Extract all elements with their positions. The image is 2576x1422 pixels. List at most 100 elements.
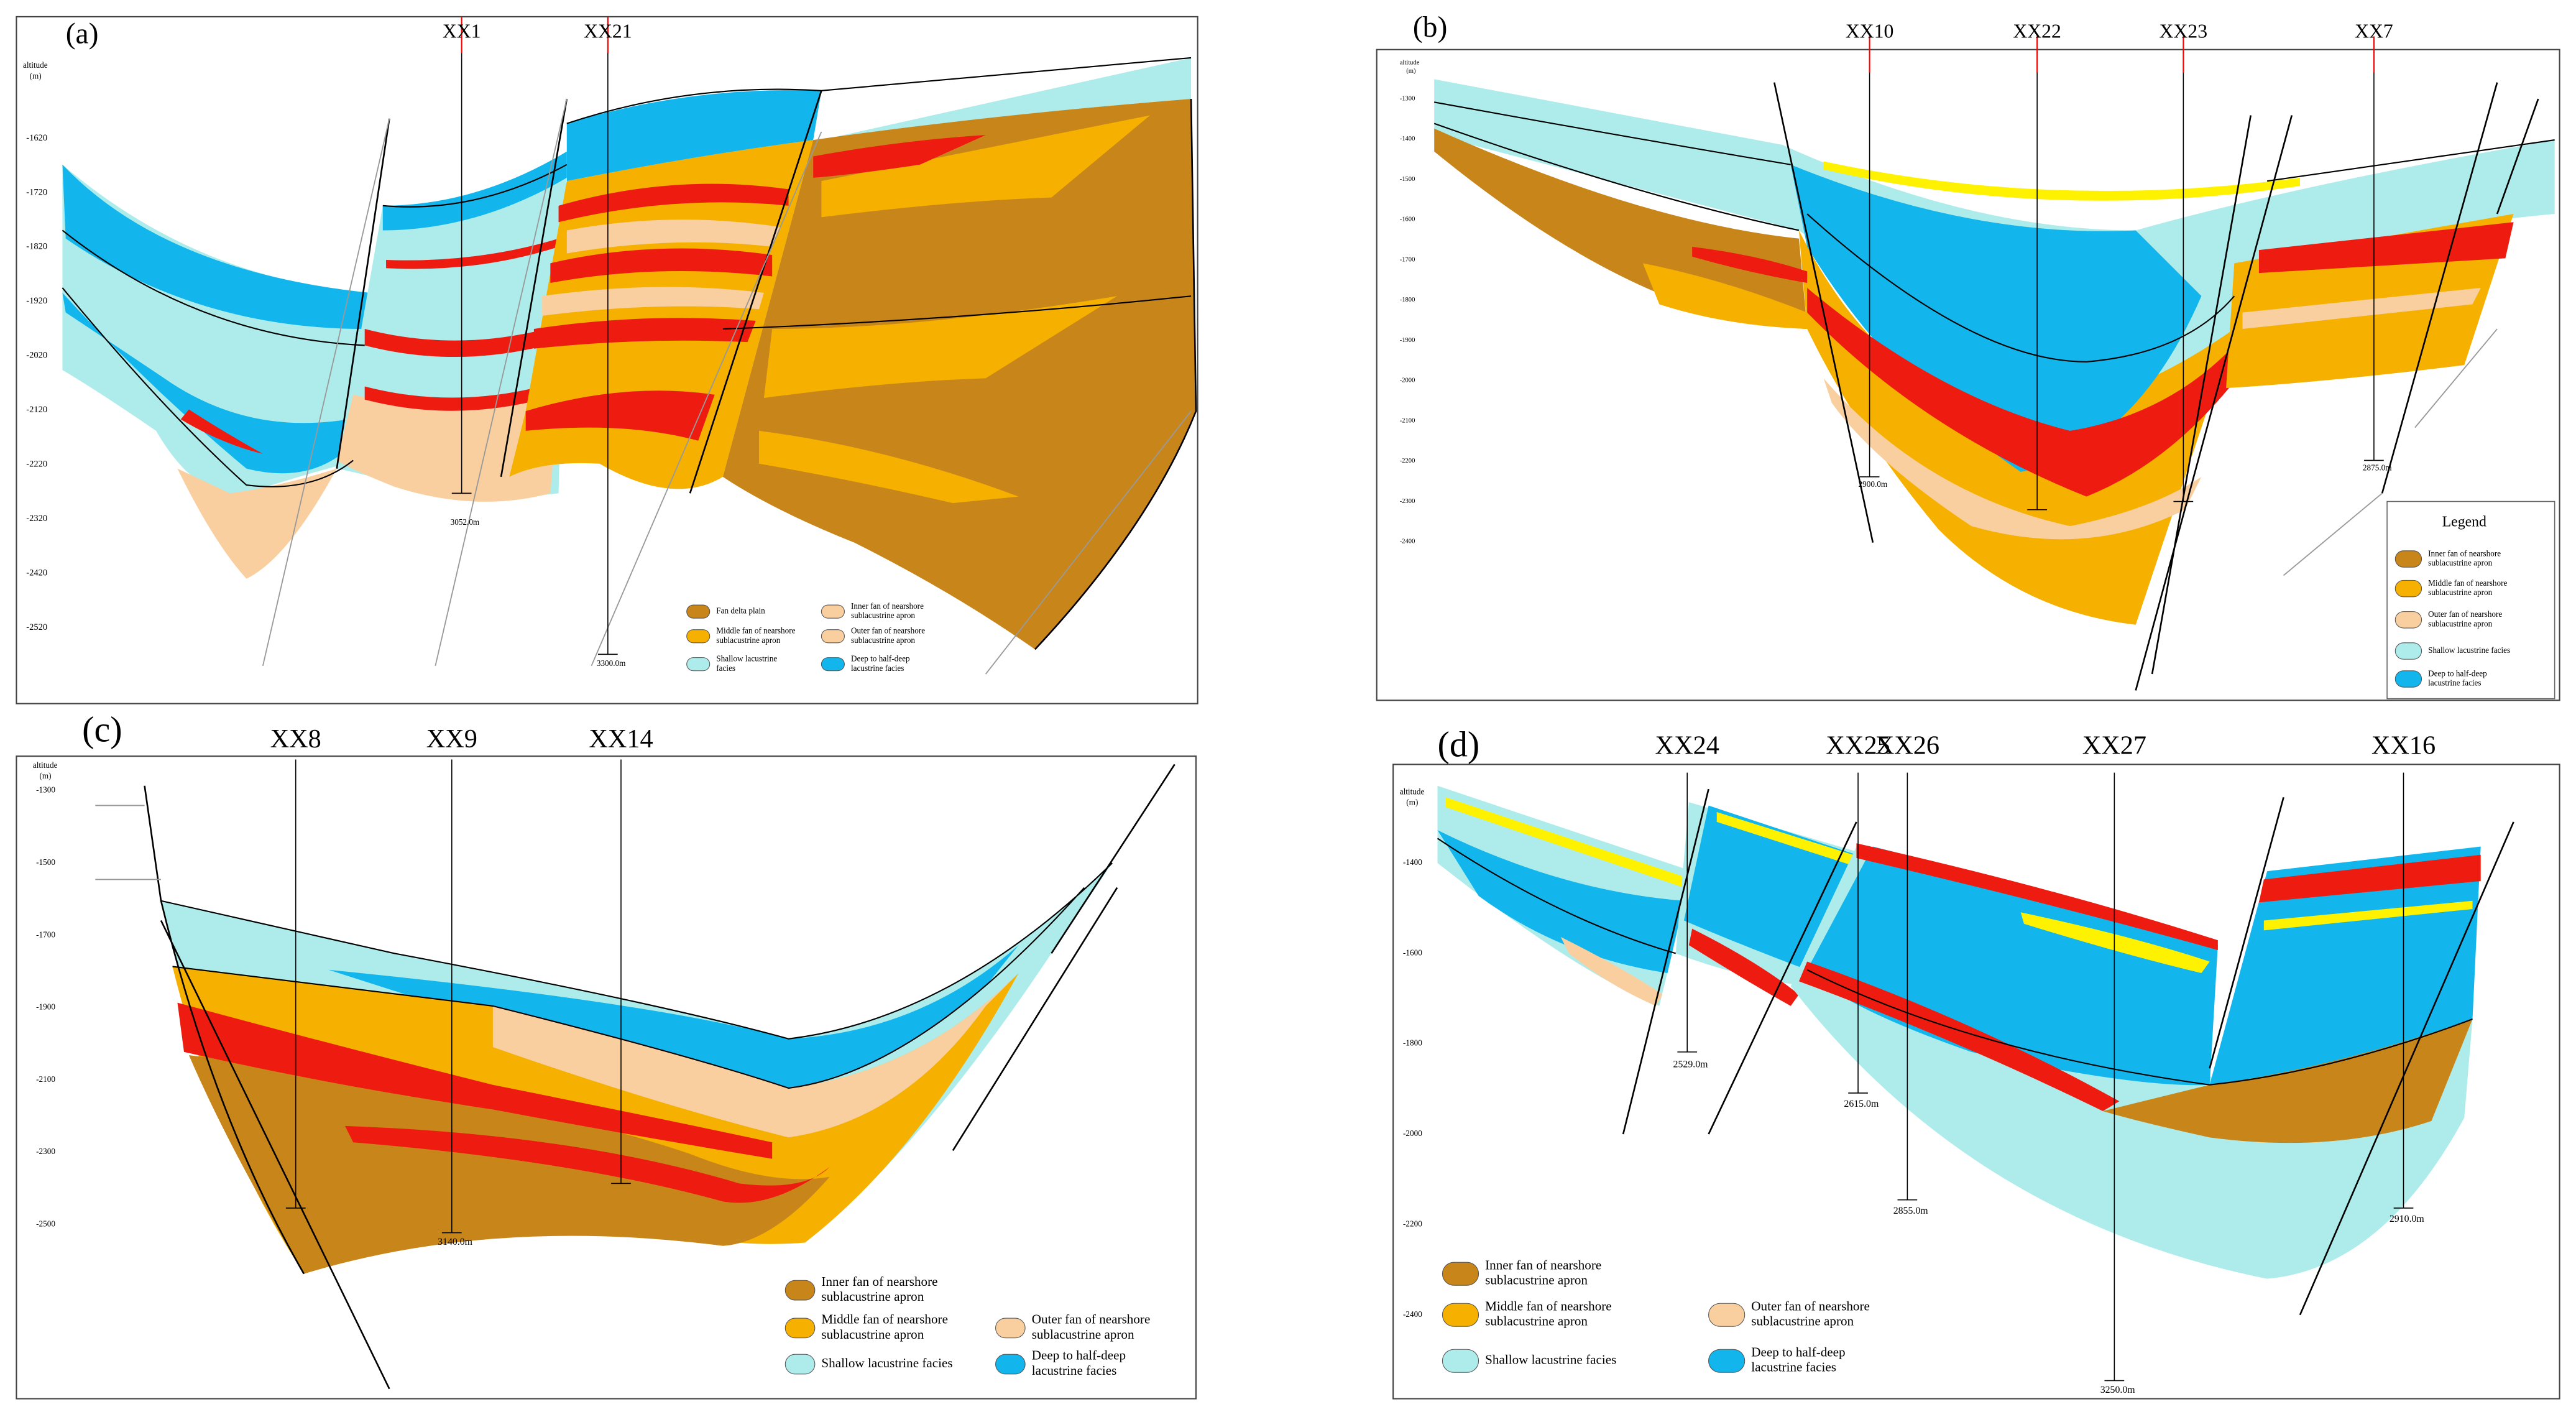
well-name: XX24 (1655, 731, 1719, 760)
legend-label: lacustrine facies (1751, 1360, 1836, 1375)
facies-shape (382, 151, 567, 231)
facies-shape (813, 135, 986, 178)
legend-swatch (995, 1318, 1026, 1339)
depth-tick-label: -1600 (1403, 948, 1422, 957)
legend-label: Middle fan of nearshore (821, 1312, 948, 1327)
legend-swatch (2394, 550, 2422, 568)
facies-shape (1823, 378, 2202, 540)
legend-swatch (2394, 642, 2422, 660)
facies-shape (550, 248, 773, 284)
axis-unit: (m) (1406, 68, 1416, 75)
depth-tick-label: -1920 (26, 296, 47, 306)
legend-label: Inner fan of nearshore (851, 601, 924, 611)
legend-label: sublacustrine apron (2428, 558, 2492, 568)
depth-tick-label: -2200 (1403, 1219, 1422, 1228)
facies-shape (763, 296, 1118, 399)
facies-shape (262, 98, 1192, 675)
well-depth: 2615.0m (1844, 1099, 1879, 1109)
facies-shape (566, 219, 781, 254)
well-name: XX9 (426, 724, 477, 754)
well-name: XX7 (2355, 21, 2393, 42)
panel-frame (1376, 48, 2560, 701)
well-depth: 2529.0m (1673, 1060, 1709, 1070)
legend-swatch (2394, 579, 2422, 598)
well-depth: 3140.0m (438, 1237, 473, 1247)
legend-swatch (686, 604, 711, 619)
legend-label: sublacustrine apron (1751, 1314, 1854, 1329)
legend-label: lacustrine facies (1032, 1363, 1117, 1378)
depth-tick-label: -1700 (1400, 256, 1415, 263)
legend-label: Outer fan of nearshore (851, 626, 925, 635)
panel: (b) altitude (m) -1300 -1400 -1500 -1600 -1700 -… (1400, 11, 2555, 699)
facies-shape (160, 862, 1113, 1089)
facies-shape (1823, 161, 2300, 201)
legend-label: Outer fan of nearshore (1032, 1312, 1151, 1327)
legend-swatch (2394, 670, 2422, 688)
legend-box (2386, 501, 2555, 699)
facies-shape (1622, 788, 2514, 1316)
depth-tick-label: -1300 (36, 785, 55, 795)
depth-tick-label: -2220 (26, 459, 47, 469)
legend-swatch (1708, 1349, 1746, 1373)
facies-shape (95, 805, 161, 880)
depth-tick-label: -1400 (1400, 136, 1415, 142)
legend-label: Middle fan of nearshore (2428, 578, 2507, 588)
facies-shape (386, 238, 559, 269)
section-d (1437, 785, 2514, 1316)
legend-label: Outer fan of nearshore (2428, 609, 2502, 619)
depth-tick-label: -2420 (26, 568, 47, 578)
depth-tick-label: -2200 (1400, 458, 1415, 464)
facies-shape (1560, 936, 1663, 1006)
depth-tick-label: -1720 (26, 187, 47, 197)
legend-swatch (686, 657, 711, 672)
depth-tick-label: -1700 (36, 930, 55, 939)
legend-swatch (1442, 1303, 1479, 1327)
depth-tick-label: -2020 (26, 351, 47, 361)
legend-swatch (784, 1354, 816, 1375)
facies-shape (533, 318, 756, 349)
depth-tick-label: -2000 (1403, 1129, 1422, 1138)
legend-swatch (995, 1354, 1026, 1375)
well-name: XX16 (2371, 731, 2436, 760)
panel: (d) altitude (m) -1400 -1600 -1800 -2000 -2200 -… (1400, 724, 2436, 1395)
legend-label: Deep to half-deep (851, 654, 910, 663)
facies-shape (177, 1002, 773, 1159)
legend-label: sublacustrine apron (1485, 1273, 1588, 1288)
well-name: XX21 (584, 21, 632, 42)
facies-shape (1807, 846, 2218, 1086)
axis-title: altitude (23, 60, 48, 70)
facies-shape (1798, 961, 2120, 1112)
panel-label: (a) (66, 18, 99, 50)
legend-label: Shallow lacustrine facies (821, 1355, 952, 1370)
axis-unit: (m) (30, 71, 42, 80)
axis-title: altitude (33, 760, 58, 770)
well-name: XX26 (1875, 731, 1939, 760)
well-name: XX14 (589, 724, 653, 754)
legend-label: Inner fan of nearshore (1485, 1257, 1601, 1272)
well-name: XX22 (2013, 21, 2061, 42)
section-b (1433, 79, 2555, 691)
facies-shape (1445, 797, 1693, 890)
facies-shape (2020, 912, 2210, 974)
facies-shape (566, 90, 822, 182)
facies-shape (2242, 287, 2481, 330)
facies-shape (1434, 128, 1808, 330)
panel-label: (d) (1438, 724, 1480, 764)
legend-swatch (1442, 1262, 1479, 1286)
well-depth: 2900.0m (1859, 479, 1888, 489)
legend-label: sublacustrine apron (716, 635, 780, 645)
panel: (a) altitude(m) -1620 -1720 -1820 -1920 -2020 -… (23, 16, 925, 673)
panel-frame (16, 755, 1197, 1400)
well-depth: 3250.0m (2100, 1385, 2136, 1395)
facies-shape (1642, 263, 1808, 330)
axis-title: altitude (1400, 59, 1420, 66)
facies-shape (558, 183, 789, 223)
legend-label: Inner fan of nearshore (2428, 548, 2501, 558)
panel-frame (1392, 764, 2560, 1400)
facies-shape (525, 390, 715, 441)
legend-label: lacustrine facies (851, 663, 904, 673)
legend-swatch (1708, 1303, 1746, 1327)
depth-tick-label: -1500 (1400, 176, 1415, 183)
well-name: XX8 (270, 724, 321, 754)
legend-label: Fan delta plain (716, 606, 765, 616)
